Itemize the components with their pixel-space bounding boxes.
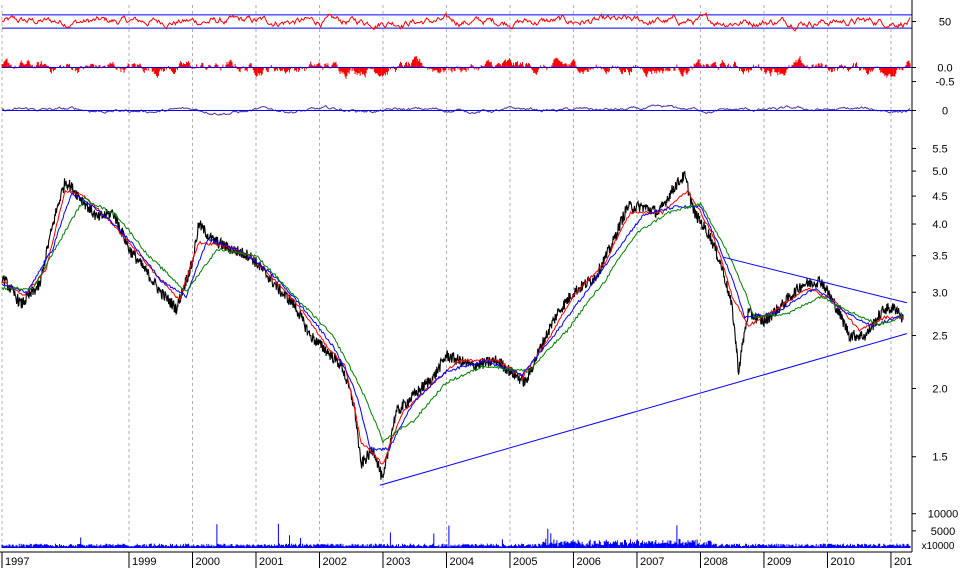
x-tick-label: 2004 bbox=[449, 556, 473, 568]
oscillator-upper-line bbox=[1, 12, 911, 32]
x-tick-label: 1997 bbox=[5, 556, 29, 568]
y-tick-label: -0.5 bbox=[936, 77, 955, 89]
price-series-1 bbox=[1, 189, 904, 465]
trendline-0 bbox=[379, 333, 907, 486]
price-series-2 bbox=[1, 192, 905, 452]
x-tick-label: 201 bbox=[894, 556, 912, 568]
oscillator-lower-panel: 0 bbox=[1, 104, 948, 118]
volume-unit-label: x10000 bbox=[922, 541, 955, 552]
x-tick-label: 2002 bbox=[322, 556, 346, 568]
y-tick-label: 4.5 bbox=[932, 191, 947, 203]
y-tick-label: 5000 bbox=[931, 526, 955, 538]
y-tick-label: 50 bbox=[939, 17, 951, 29]
volume-bars bbox=[1, 523, 911, 548]
y-tick-label: 5.5 bbox=[932, 143, 947, 155]
x-tick-label: 2006 bbox=[576, 556, 600, 568]
vertical-grid bbox=[1, 5, 892, 548]
y-tick-label: 5.0 bbox=[932, 166, 947, 178]
x-tick-label: 1999 bbox=[132, 556, 156, 568]
y-tick-label: 0 bbox=[942, 106, 948, 118]
x-tick-label: 2010 bbox=[830, 556, 854, 568]
price-panel: 5.5 5.0 4.5 4.0 3.5 3.0 2.5 2.0 1.5 bbox=[1, 143, 948, 486]
x-tick-label: 2009 bbox=[767, 556, 791, 568]
y-tick-label: 0.0 bbox=[937, 63, 952, 75]
axes: 1997 1999 2000 2001 2002 2003 2004 2005 2006 2007… bbox=[0, 0, 913, 568]
y-tick-label: 10000 bbox=[928, 509, 959, 521]
price-series-3 bbox=[1, 196, 905, 444]
x-tick-label: 2001 bbox=[259, 556, 283, 568]
histogram-panel: 0.0 -0.5 bbox=[1, 56, 955, 89]
oscillator-upper-panel: 50 bbox=[1, 12, 951, 32]
y-tick-label: 3.0 bbox=[932, 287, 947, 299]
x-tick-label: 2008 bbox=[703, 556, 727, 568]
y-tick-label: 3.5 bbox=[932, 251, 947, 263]
volume-panel: 10000 5000 x10000 bbox=[1, 509, 959, 552]
x-tick-label: 2007 bbox=[640, 556, 664, 568]
y-tick-label: 1.5 bbox=[932, 452, 947, 464]
price-series-0 bbox=[1, 170, 904, 480]
trendline-1 bbox=[722, 256, 907, 304]
y-tick-label: 4.0 bbox=[932, 219, 947, 231]
x-tick-label: 2000 bbox=[195, 556, 219, 568]
x-tick-label: 2005 bbox=[513, 556, 537, 568]
y-tick-label: 2.5 bbox=[932, 331, 947, 343]
x-tick-label: 2003 bbox=[386, 556, 410, 568]
y-tick-label: 2.0 bbox=[932, 383, 947, 395]
